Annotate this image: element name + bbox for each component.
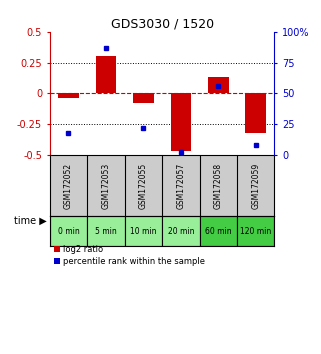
Bar (133, 93, 154, 103)
Text: 120 min: 120 min (240, 227, 271, 236)
Text: 20 min: 20 min (168, 227, 194, 236)
Text: 60 min: 60 min (205, 227, 231, 236)
Text: 5 min: 5 min (95, 227, 117, 236)
Title: GDS3030 / 1520: GDS3030 / 1520 (110, 18, 214, 31)
FancyBboxPatch shape (87, 216, 125, 246)
Bar (246, 93, 266, 133)
Bar (96, 56, 116, 93)
Text: 10 min: 10 min (130, 227, 157, 236)
Text: 0 min: 0 min (57, 227, 79, 236)
Text: GSM172052: GSM172052 (64, 162, 73, 209)
Text: time ▶: time ▶ (14, 216, 47, 226)
Text: GSM172055: GSM172055 (139, 162, 148, 209)
Text: GSM172058: GSM172058 (214, 162, 223, 209)
Bar (58, 93, 79, 98)
FancyBboxPatch shape (200, 216, 237, 246)
Bar (170, 93, 191, 151)
Text: GSM172053: GSM172053 (101, 162, 110, 209)
Bar (208, 77, 229, 93)
Legend: log2 ratio, percentile rank within the sample: log2 ratio, percentile rank within the s… (54, 245, 205, 266)
Text: GSM172057: GSM172057 (176, 162, 185, 209)
FancyBboxPatch shape (237, 216, 274, 246)
FancyBboxPatch shape (162, 216, 200, 246)
Text: GSM172059: GSM172059 (251, 162, 260, 209)
FancyBboxPatch shape (125, 216, 162, 246)
FancyBboxPatch shape (50, 216, 87, 246)
